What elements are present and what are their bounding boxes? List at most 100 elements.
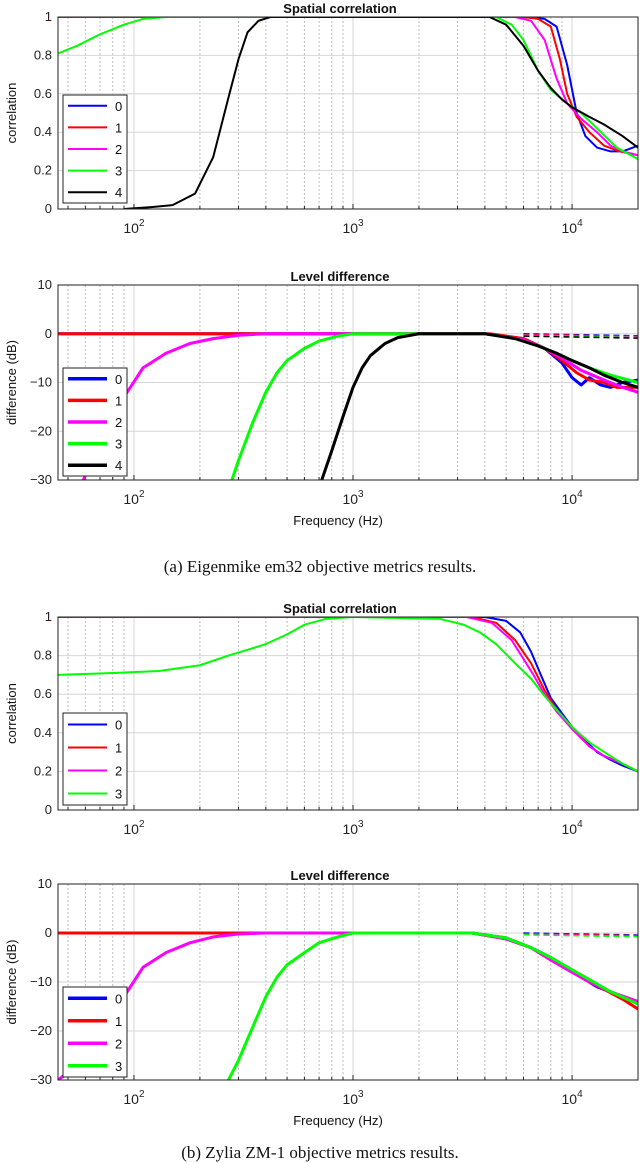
x-tick-exp: 3 <box>358 819 364 830</box>
series-dashed-3 <box>523 334 638 339</box>
legend-label-4: 4 <box>115 458 122 473</box>
legend-label-0: 0 <box>115 99 122 114</box>
x-tick-exp: 3 <box>358 489 364 500</box>
x-tick-base: 10 <box>342 491 358 507</box>
y-tick-label: 0 <box>45 925 52 940</box>
y-tick-label: 1 <box>45 9 52 24</box>
series-group <box>58 17 638 209</box>
legend: 0 1 2 3 4 <box>62 94 128 204</box>
axes-frame <box>57 284 639 481</box>
y-tick-label: 0 <box>45 326 52 341</box>
series-dashed-2 <box>523 334 638 338</box>
y-tick-label: 0 <box>45 802 52 817</box>
x-tick-base: 10 <box>123 821 139 837</box>
legend-label-4: 4 <box>115 185 122 200</box>
axes-frame <box>57 616 639 811</box>
legend-label-1: 1 <box>115 1014 122 1029</box>
y-tick-label: 0.8 <box>34 648 52 663</box>
legend-label-1: 1 <box>115 120 122 135</box>
series-line-3 <box>58 17 638 160</box>
x-tick-label: 103 <box>342 1089 364 1107</box>
x-tick-label: 102 <box>123 489 145 507</box>
y-tick-label: 0.4 <box>34 725 52 740</box>
x-tick-exp: 2 <box>139 1089 145 1100</box>
legend-label-3: 3 <box>115 164 122 179</box>
y-axis-label: difference (dB) <box>4 939 19 1024</box>
x-tick-exp: 3 <box>358 218 364 229</box>
x-tick-label: 102 <box>123 218 145 236</box>
series-line-4 <box>123 17 638 209</box>
y-tick-label: 0.2 <box>34 163 52 178</box>
axes-frame <box>57 883 639 1081</box>
legend-label-1: 1 <box>115 741 122 756</box>
chart-title: Spatial correlation <box>283 601 396 616</box>
x-tick-base: 10 <box>123 1091 139 1107</box>
x-tick-exp: 3 <box>358 1089 364 1100</box>
x-tick-base: 10 <box>561 491 577 507</box>
x-tick-label: 104 <box>561 1089 583 1107</box>
x-tick-base: 10 <box>561 220 577 236</box>
x-tick-base: 10 <box>561 821 577 837</box>
x-tick-label: 103 <box>342 819 364 837</box>
series-line-1 <box>58 17 638 157</box>
legend-label-2: 2 <box>115 764 122 779</box>
legend-box <box>62 712 128 806</box>
y-tick-label: −10 <box>30 974 52 989</box>
caption-a: (a) Eigenmike em32 objective metrics res… <box>163 557 477 576</box>
series-dashed-2 <box>523 933 638 937</box>
legend-label-3: 3 <box>115 787 122 802</box>
x-tick-label: 102 <box>123 1089 145 1107</box>
y-tick-label: 0.2 <box>34 763 52 778</box>
y-axis-label: difference (dB) <box>4 340 19 425</box>
y-tick-label: −10 <box>30 375 52 390</box>
y-tick-label: 0.4 <box>34 124 52 139</box>
chart-title: Level difference <box>291 269 390 284</box>
y-tick-label: 1 <box>45 609 52 624</box>
legend: 0 1 2 3 <box>62 712 128 806</box>
series-line-3 <box>58 617 638 773</box>
x-tick-exp: 4 <box>577 1089 583 1100</box>
axes-frame <box>57 16 639 210</box>
x-tick-base: 10 <box>561 1091 577 1107</box>
legend-label-3: 3 <box>115 1059 122 1074</box>
legend-label-2: 2 <box>115 415 122 430</box>
legend: 0 1 2 3 <box>62 986 128 1078</box>
x-tick-exp: 2 <box>139 489 145 500</box>
chart-title: Level difference <box>291 868 390 883</box>
series-line-3 <box>230 332 638 480</box>
x-tick-exp: 4 <box>577 489 583 500</box>
x-tick-label: 104 <box>561 218 583 236</box>
series-line-4 <box>320 332 638 480</box>
x-tick-label: 104 <box>561 819 583 837</box>
x-tick-base: 10 <box>342 821 358 837</box>
legend-label-3: 3 <box>115 437 122 452</box>
x-tick-label: 104 <box>561 489 583 507</box>
legend-label-0: 0 <box>115 372 122 387</box>
legend: 0 1 2 3 4 <box>62 367 128 477</box>
x-tick-base: 10 <box>123 220 139 236</box>
series-dashed-4 <box>523 335 638 339</box>
y-tick-label: −30 <box>30 472 52 487</box>
x-tick-base: 10 <box>342 220 358 236</box>
series-dashed-1 <box>523 333 638 338</box>
x-tick-label: 102 <box>123 819 145 837</box>
legend-label-0: 0 <box>115 718 122 733</box>
y-axis-label: correlation <box>4 683 19 744</box>
series-dashed-3 <box>523 934 638 938</box>
x-tick-label: 103 <box>342 489 364 507</box>
x-tick-exp: 4 <box>577 218 583 229</box>
x-axis-label: Frequency (Hz) <box>293 513 383 528</box>
x-axis-label: Frequency (Hz) <box>293 1113 383 1128</box>
series-line-3 <box>227 931 638 1080</box>
y-axis-label: correlation <box>4 83 19 144</box>
legend-box <box>62 986 128 1078</box>
chart-title: Spatial correlation <box>283 1 396 16</box>
caption-b: (b) Zylia ZM-1 objective metrics results… <box>181 1143 459 1162</box>
x-tick-base: 10 <box>342 1091 358 1107</box>
y-tick-label: 0.6 <box>34 686 52 701</box>
